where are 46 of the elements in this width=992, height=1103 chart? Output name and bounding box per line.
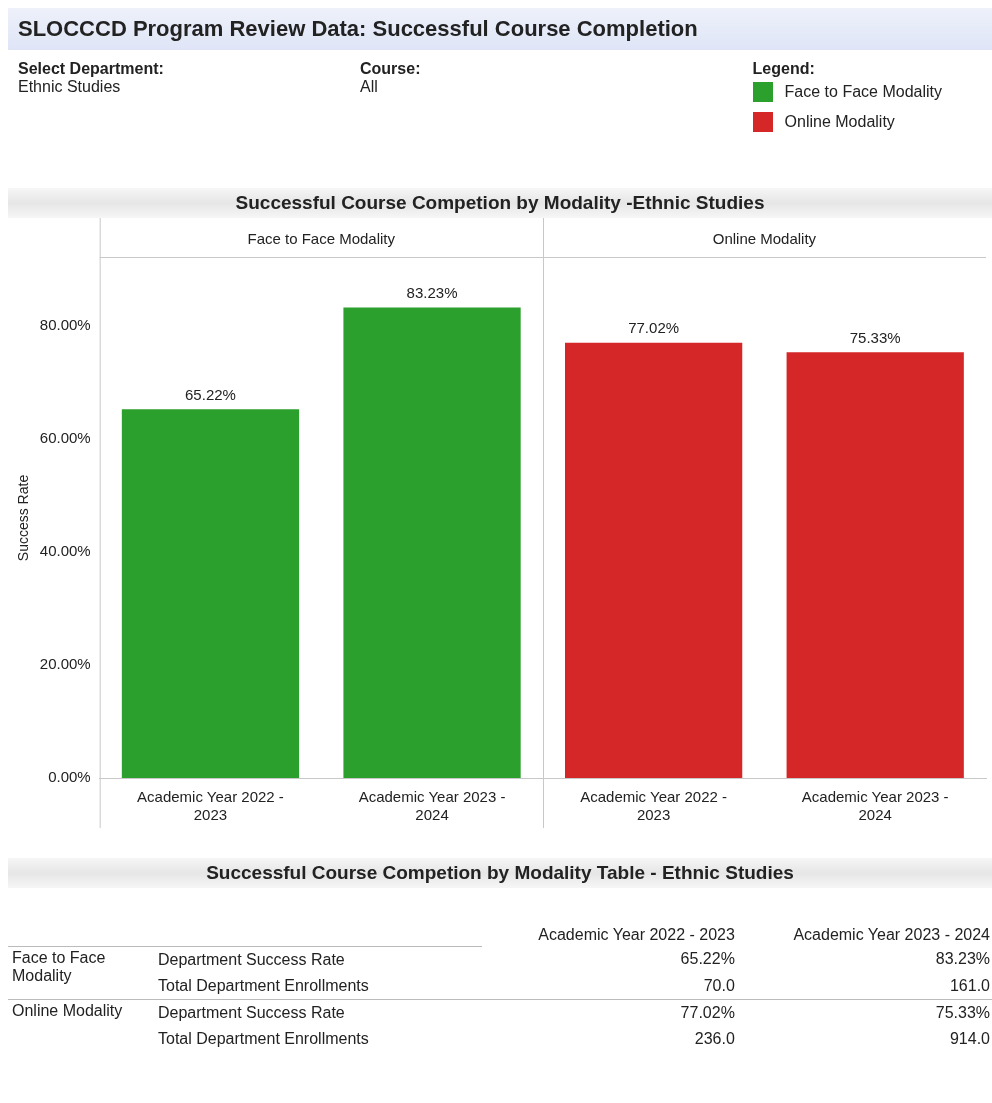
x-tick-label: Academic Year 2023 - 2024 (801, 788, 949, 824)
bar (343, 307, 521, 778)
text: Online Modality (12, 1001, 123, 1019)
text: Face to Face Modality (247, 230, 396, 247)
data-label: 77.02% (628, 319, 680, 337)
x-tick-label: Academic Year 2023 - 2024 (358, 788, 506, 824)
bar (786, 352, 964, 778)
legend-label: Online Modality (784, 113, 895, 131)
chart-subtitle: Successful Course Competion by Modality -Ethnic Studies (235, 192, 765, 213)
text: All (360, 78, 378, 95)
category-label: Total Department Enrollments (158, 1029, 369, 1047)
text: 65.22% (680, 950, 735, 968)
category-label: Total Department Enrollments (158, 976, 369, 994)
category-label: Academic Year 2023 - 2024 (793, 926, 990, 943)
text: 236.0 (694, 1029, 735, 1047)
y-tick-label: 0.00% (48, 768, 91, 786)
y-tick-label: 20.00% (39, 655, 91, 673)
text: 77.02% (680, 1003, 735, 1021)
bar (121, 409, 300, 778)
chart-title: SLOCCCD Program Review Data: Successful Course Completion (18, 16, 698, 41)
text: 161.0 (949, 976, 990, 994)
category-label: Department Success Rate (158, 1003, 345, 1021)
text: Face to Face Modality (12, 948, 106, 984)
text: Ethnic Studies (18, 78, 121, 95)
data-label: 65.22% (185, 386, 236, 404)
text: 70.0 (703, 976, 735, 994)
y-tick-label: 40.00% (39, 542, 91, 560)
category-label: Academic Year 2022 - 2023 (538, 926, 735, 943)
x-tick-label: Academic Year 2022 - 2023 (137, 788, 284, 824)
bar (565, 342, 743, 778)
legend-label: Face to Face Modality (784, 83, 942, 101)
x-tick-label: Academic Year 2022 - 2023 (580, 788, 728, 824)
text: 83.23% (935, 950, 990, 968)
text: Course: (360, 60, 421, 77)
text: Successful Course Competion by Modality Table - Ethnic Studies (206, 862, 794, 883)
y-tick-label: 80.00% (39, 315, 91, 333)
text: Select Department: (18, 60, 164, 77)
data-label: 75.33% (849, 328, 901, 346)
text: 75.33% (935, 1003, 990, 1021)
category-label: Department Success Rate (158, 950, 345, 968)
text: Online Modality (712, 230, 817, 247)
data-label: 83.23% (406, 284, 458, 302)
y-axis-title: Success Rate (15, 474, 32, 562)
y-tick-label: 60.00% (39, 429, 91, 447)
legend-title: Legend: (752, 60, 815, 77)
text: 914.0 (949, 1029, 990, 1047)
